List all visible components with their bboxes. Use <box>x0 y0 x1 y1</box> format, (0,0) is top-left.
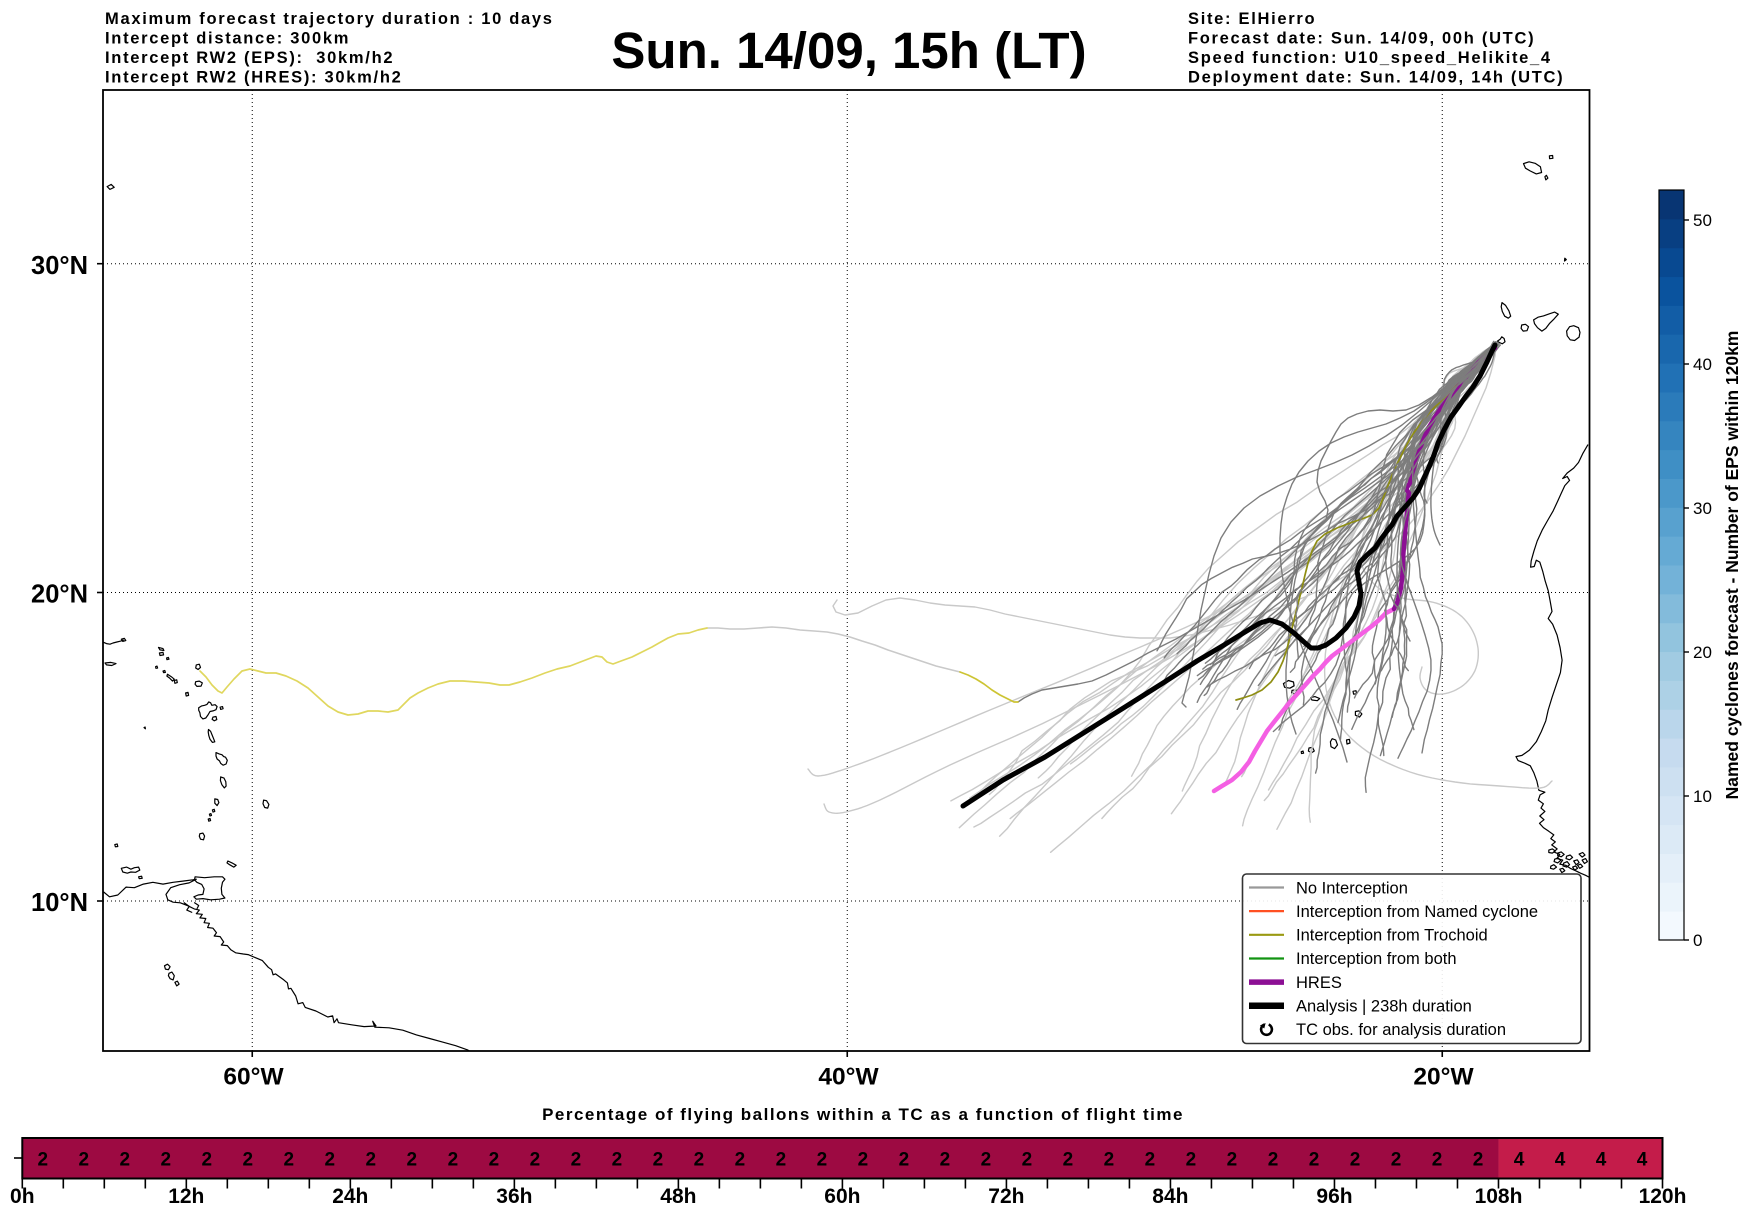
svg-text:40: 40 <box>1693 355 1712 374</box>
svg-text:4: 4 <box>1555 1149 1566 1170</box>
svg-text:2: 2 <box>202 1149 213 1170</box>
svg-text:Intercept RW2 (EPS): 30km/h2: Intercept RW2 (EPS): 30km/h2 <box>105 49 394 67</box>
svg-text:12h: 12h <box>168 1185 204 1208</box>
svg-text:30°N: 30°N <box>31 252 88 280</box>
svg-text:Analysis | 238h duration: Analysis | 238h duration <box>1296 998 1472 1016</box>
svg-text:2: 2 <box>735 1149 746 1170</box>
svg-text:40°W: 40°W <box>818 1064 879 1091</box>
svg-text:2: 2 <box>489 1149 500 1170</box>
svg-text:120h: 120h <box>1639 1185 1687 1208</box>
svg-text:96h: 96h <box>1316 1185 1352 1208</box>
svg-text:TC obs. for analysis duration: TC obs. for analysis duration <box>1296 1021 1506 1039</box>
svg-text:2: 2 <box>817 1149 828 1170</box>
svg-text:Percentage of flying ballons w: Percentage of flying ballons within a TC… <box>542 1105 1184 1124</box>
svg-text:2: 2 <box>1432 1149 1443 1170</box>
svg-text:HRES: HRES <box>1296 974 1342 992</box>
svg-text:2: 2 <box>612 1149 623 1170</box>
svg-text:2: 2 <box>243 1149 254 1170</box>
svg-text:2: 2 <box>530 1149 541 1170</box>
svg-text:2: 2 <box>120 1149 131 1170</box>
svg-text:4: 4 <box>1514 1149 1525 1170</box>
svg-text:Intercept RW2 (HRES): 30km/h2: Intercept RW2 (HRES): 30km/h2 <box>105 68 402 86</box>
svg-text:50: 50 <box>1693 211 1712 230</box>
svg-text:2: 2 <box>1309 1149 1320 1170</box>
svg-text:2: 2 <box>653 1149 664 1170</box>
svg-text:2: 2 <box>1391 1149 1402 1170</box>
svg-text:4: 4 <box>1637 1149 1648 1170</box>
svg-text:60°W: 60°W <box>223 1064 284 1091</box>
svg-text:2: 2 <box>325 1149 336 1170</box>
svg-text:0h: 0h <box>10 1185 35 1208</box>
svg-text:2: 2 <box>448 1149 459 1170</box>
svg-text:24h: 24h <box>332 1185 368 1208</box>
svg-text:0: 0 <box>1693 931 1702 950</box>
svg-text:2: 2 <box>899 1149 910 1170</box>
svg-text:2: 2 <box>858 1149 869 1170</box>
svg-text:2: 2 <box>940 1149 951 1170</box>
svg-text:Site: ElHierro: Site: ElHierro <box>1188 10 1316 28</box>
svg-text:2: 2 <box>981 1149 992 1170</box>
svg-text:2: 2 <box>1022 1149 1033 1170</box>
svg-text:10°N: 10°N <box>31 889 88 917</box>
svg-text:Interception from both: Interception from both <box>1296 950 1457 968</box>
svg-text:10: 10 <box>1693 787 1712 806</box>
svg-text:20°W: 20°W <box>1413 1064 1474 1091</box>
svg-text:60h: 60h <box>824 1185 860 1208</box>
svg-text:2: 2 <box>776 1149 787 1170</box>
svg-text:Deployment date: Sun. 14/09, 1: Deployment date: Sun. 14/09, 14h (UTC) <box>1188 68 1564 86</box>
svg-text:Named cyclones forecast - Numb: Named cyclones forecast - Number of EPS … <box>1722 331 1742 800</box>
svg-text:2: 2 <box>284 1149 295 1170</box>
svg-text:2: 2 <box>1063 1149 1074 1170</box>
svg-text:20: 20 <box>1693 643 1712 662</box>
svg-text:No Interception: No Interception <box>1296 879 1408 897</box>
svg-text:2: 2 <box>38 1149 49 1170</box>
svg-text:2: 2 <box>79 1149 90 1170</box>
svg-text:Interception from Named cyclon: Interception from Named cyclone <box>1296 903 1538 921</box>
svg-text:20°N: 20°N <box>31 581 88 609</box>
svg-text:108h: 108h <box>1475 1185 1523 1208</box>
svg-text:84h: 84h <box>1152 1185 1188 1208</box>
svg-text:48h: 48h <box>660 1185 696 1208</box>
svg-text:2: 2 <box>1268 1149 1279 1170</box>
svg-text:Speed function: U10_speed_Heli: Speed function: U10_speed_Helikite_4 <box>1188 49 1552 67</box>
svg-text:2: 2 <box>366 1149 377 1170</box>
svg-text:36h: 36h <box>496 1185 532 1208</box>
svg-text:Forecast date: Sun. 14/09, 00h: Forecast date: Sun. 14/09, 00h (UTC) <box>1188 30 1535 48</box>
svg-text:2: 2 <box>1186 1149 1197 1170</box>
svg-text:2: 2 <box>1350 1149 1361 1170</box>
svg-text:2: 2 <box>161 1149 172 1170</box>
svg-text:2: 2 <box>1145 1149 1156 1170</box>
svg-text:Interception from Trochoid: Interception from Trochoid <box>1296 927 1488 945</box>
svg-text:2: 2 <box>1104 1149 1115 1170</box>
svg-text:30: 30 <box>1693 499 1712 518</box>
svg-text:4: 4 <box>1596 1149 1607 1170</box>
svg-text:2: 2 <box>1473 1149 1484 1170</box>
svg-text:2: 2 <box>571 1149 582 1170</box>
svg-text:72h: 72h <box>988 1185 1024 1208</box>
svg-text:Maximum forecast trajectory du: Maximum forecast trajectory duration : 1… <box>105 10 554 28</box>
svg-text:2: 2 <box>1227 1149 1238 1170</box>
svg-text:2: 2 <box>407 1149 418 1170</box>
svg-text:Sun. 14/09, 15h (LT): Sun. 14/09, 15h (LT) <box>611 22 1086 79</box>
svg-text:Intercept distance: 300km: Intercept distance: 300km <box>105 30 350 48</box>
svg-text:2: 2 <box>694 1149 705 1170</box>
